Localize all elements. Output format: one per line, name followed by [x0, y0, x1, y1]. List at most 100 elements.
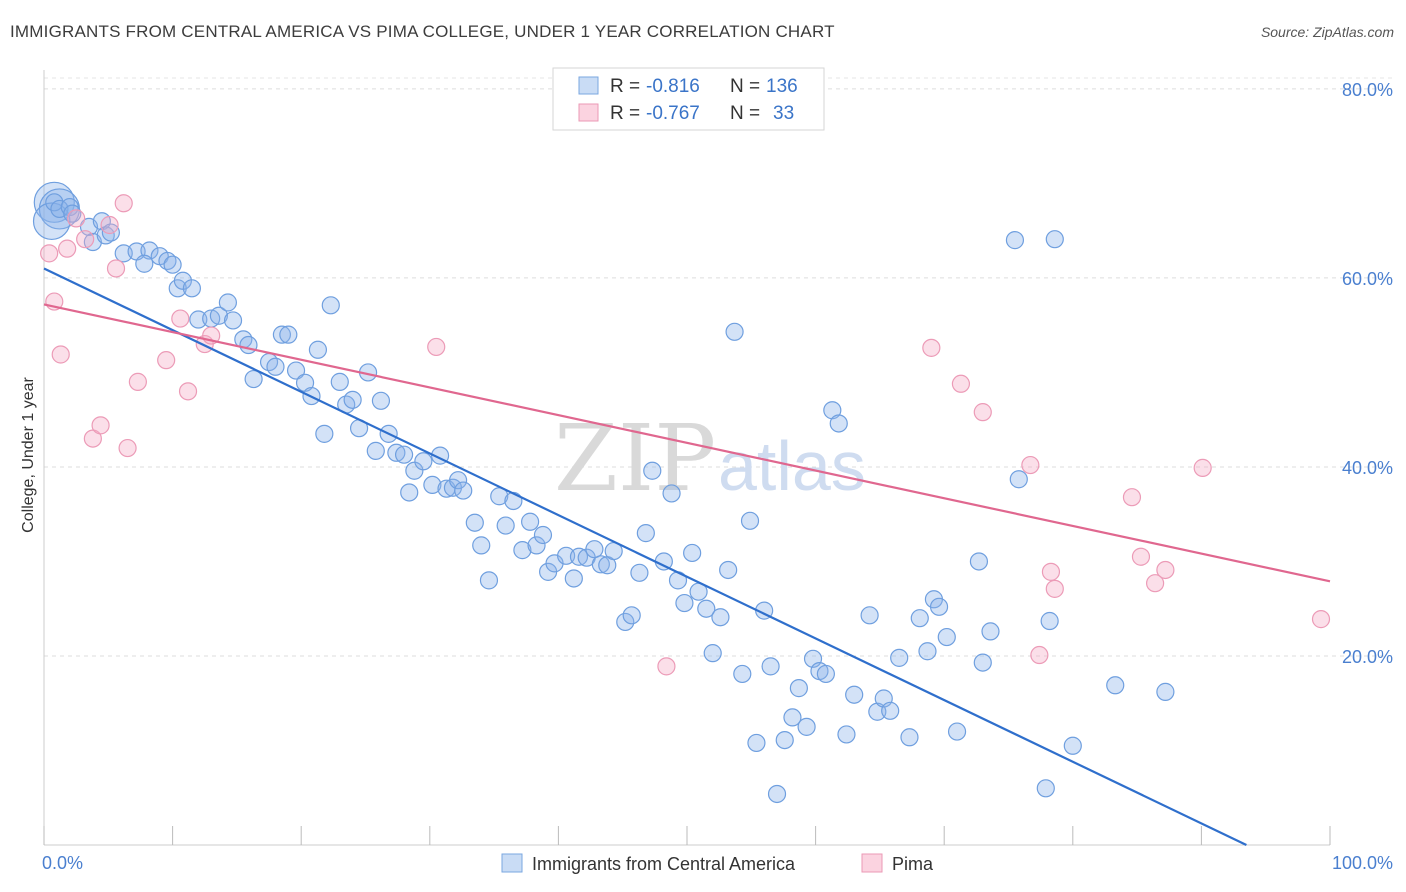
- data-point-immigrants: [585, 540, 604, 559]
- data-point-immigrants: [900, 728, 919, 747]
- data-point-immigrants: [521, 512, 540, 531]
- legend-swatch-pima: [578, 103, 599, 122]
- data-point-immigrants: [366, 441, 385, 460]
- data-point-pima: [67, 209, 86, 228]
- data-point-immigrants: [394, 445, 414, 464]
- data-point-immigrants: [569, 547, 589, 566]
- data-point-pima: [114, 194, 133, 213]
- data-point-pima: [1030, 645, 1049, 665]
- data-point-immigrants: [1063, 736, 1082, 755]
- data-point-immigrants: [816, 664, 835, 684]
- data-point-immigrants: [703, 644, 722, 663]
- data-point-immigrants: [472, 536, 491, 555]
- data-point-immigrants: [789, 679, 808, 698]
- data-point-immigrants: [1036, 779, 1055, 798]
- data-point-immigrants: [910, 609, 929, 628]
- data-point-immigrants: [343, 390, 362, 409]
- data-point-immigrants: [711, 608, 730, 627]
- data-point-immigrants: [797, 717, 816, 736]
- data-point-immigrants: [513, 541, 532, 560]
- data-point-immigrants: [937, 627, 956, 647]
- x-tick-label-min: 0.0%: [42, 853, 83, 873]
- data-points: [32, 181, 1331, 804]
- data-point-pima: [922, 338, 941, 357]
- data-point-pima: [973, 403, 992, 422]
- data-point-pima: [1041, 562, 1061, 581]
- data-point-immigrants: [479, 571, 499, 590]
- y-tick-label: 60.0%: [1342, 269, 1393, 289]
- data-point-immigrants: [163, 255, 182, 274]
- data-point-pima: [118, 438, 137, 458]
- data-point-immigrants: [1045, 230, 1064, 249]
- data-point-immigrants: [860, 606, 879, 625]
- data-point-immigrants: [223, 311, 243, 330]
- data-point-immigrants: [266, 357, 285, 376]
- trend-lines: [43, 267, 1331, 846]
- data-point-immigrants: [454, 481, 473, 500]
- data-point-pima: [1146, 574, 1165, 593]
- data-point-immigrants: [675, 593, 694, 613]
- data-point-immigrants: [1040, 611, 1059, 631]
- data-point-immigrants: [496, 516, 515, 535]
- data-point-immigrants: [189, 310, 208, 329]
- data-point-immigrants: [683, 543, 702, 563]
- data-point-pima: [100, 215, 119, 235]
- data-point-pima: [427, 337, 446, 357]
- data-point-immigrants: [308, 340, 328, 359]
- data-point-pima: [1311, 610, 1331, 629]
- data-point-immigrants: [662, 484, 681, 503]
- bottom-legend-label-pima: Pima: [892, 854, 934, 874]
- bottom-legend: Immigrants from Central America Pima: [501, 853, 934, 874]
- data-point-immigrants: [423, 475, 442, 495]
- data-point-pima: [157, 351, 176, 370]
- data-point-immigrants: [591, 555, 610, 574]
- data-point-immigrants: [725, 322, 744, 341]
- data-point-pima: [1122, 488, 1142, 507]
- legend: R = -0.816 N = 136 R = -0.767 N = 33: [552, 67, 825, 131]
- data-point-immigrants: [244, 369, 263, 389]
- data-point-immigrants: [315, 424, 334, 443]
- x-tick-label-max: 100.0%: [1332, 853, 1393, 873]
- data-point-immigrants: [527, 536, 546, 555]
- source-label: Source: ZipAtlas.com: [1260, 24, 1394, 40]
- data-point-immigrants: [414, 452, 433, 471]
- legend-swatch-immigrants: [578, 76, 599, 95]
- data-point-pima: [951, 374, 971, 393]
- y-tick-label: 20.0%: [1342, 647, 1393, 667]
- data-point-immigrants: [918, 642, 937, 661]
- data-point-immigrants: [643, 461, 662, 480]
- legend-r-label-1: R =: [610, 76, 640, 97]
- legend-n-label-1: N =: [730, 76, 760, 97]
- data-point-immigrants: [321, 296, 340, 315]
- data-point-immigrants: [733, 664, 752, 684]
- data-point-immigrants: [279, 325, 298, 344]
- y-tick-label: 40.0%: [1342, 458, 1393, 478]
- data-point-pima: [40, 244, 59, 263]
- bottom-legend-swatch-immigrants: [501, 853, 523, 873]
- data-point-immigrants: [101, 223, 120, 242]
- data-point-immigrants: [564, 569, 583, 588]
- data-point-immigrants: [209, 306, 228, 325]
- data-point-pima: [1131, 547, 1151, 566]
- gridlines: [44, 77, 1392, 657]
- y-axis-label: College, Under 1 year: [20, 377, 37, 533]
- data-point-immigrants: [829, 414, 848, 433]
- data-point-immigrants: [775, 730, 794, 750]
- data-point-immigrants: [616, 612, 635, 632]
- data-point-immigrants: [218, 293, 237, 312]
- watermark-zip: ZIP: [554, 405, 716, 512]
- data-point-immigrants: [533, 525, 553, 545]
- data-point-pima: [171, 309, 190, 328]
- data-point-immigrants: [239, 335, 258, 355]
- data-point-immigrants: [761, 657, 780, 676]
- legend-n-label-2: N =: [730, 103, 760, 124]
- data-point-pima: [51, 345, 70, 364]
- legend-r-value-2: -0.767: [646, 103, 700, 124]
- chart-title: IMMIGRANTS FROM CENTRAL AMERICA VS PIMA …: [10, 22, 835, 41]
- data-point-immigrants: [929, 597, 949, 616]
- data-point-immigrants: [557, 546, 576, 565]
- data-point-pima: [657, 657, 676, 676]
- bottom-legend-label-immigrants: Immigrants from Central America: [532, 854, 796, 874]
- data-point-immigrants: [1009, 470, 1028, 489]
- data-point-immigrants: [286, 361, 306, 380]
